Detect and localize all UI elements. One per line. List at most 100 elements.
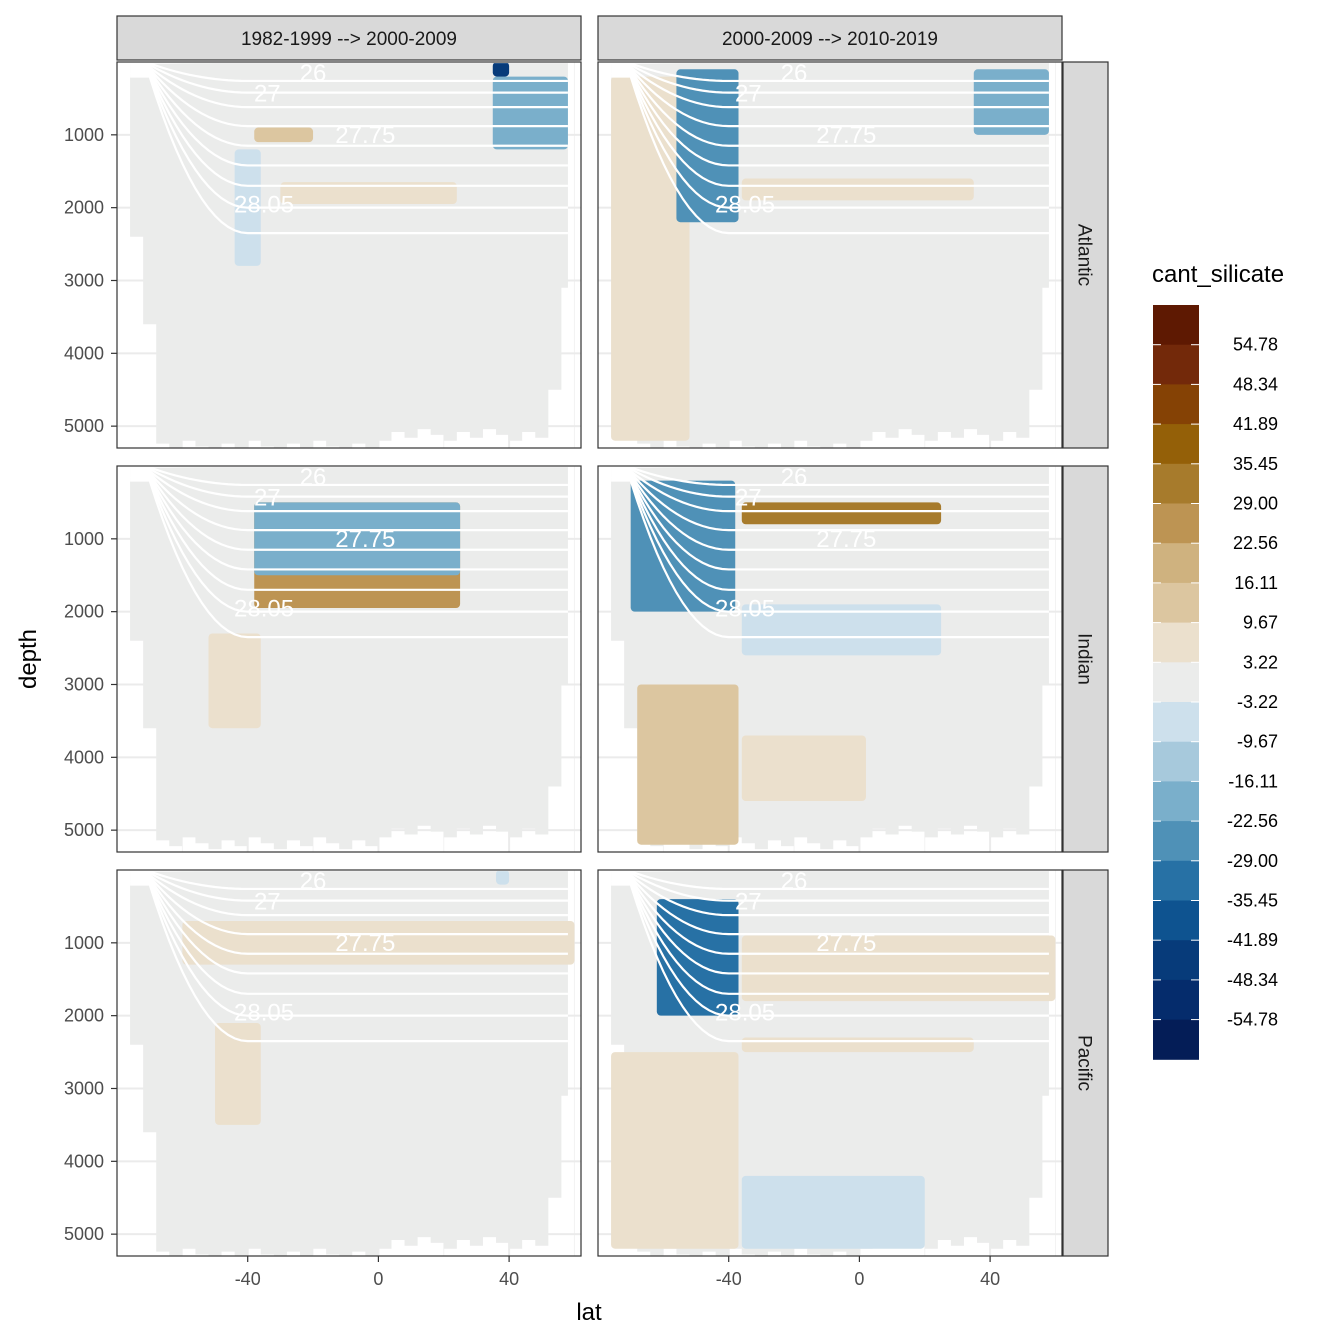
x-tick-label: -40 (235, 1269, 261, 1289)
isopycnal-line (130, 75, 568, 235)
isopycnal-line (130, 471, 568, 532)
legend-swatch-0 (1153, 305, 1199, 346)
legend-label: -3.22 (1237, 692, 1278, 712)
x-tick-label: 0 (373, 1269, 383, 1289)
contour-label-27-75: 27.75 (335, 526, 395, 553)
contour-label-26: 26 (300, 868, 327, 895)
isopycnal-line (611, 878, 1049, 975)
panel-border (116, 61, 582, 449)
contour-label-28-05: 28.05 (715, 596, 775, 623)
isopycnal-line (130, 475, 568, 591)
y-tick-label: 4000 (64, 343, 104, 363)
row-strip-pacific (1062, 869, 1109, 1257)
contour-label-27-75: 27.75 (816, 930, 876, 957)
isopycnal-line (611, 870, 1049, 891)
isopycnal-line (130, 70, 568, 167)
row-strip-label-pacific: Pacific (1074, 1035, 1095, 1091)
y-tick-label: 3000 (64, 1078, 104, 1098)
legend-swatch-14 (1153, 860, 1199, 901)
isopycnal-line (611, 62, 1049, 83)
isopycnal-line (130, 73, 568, 209)
panel-pacific-0: 26 27 27.75 28.05 (117, 868, 581, 1256)
anomaly-patch (741, 604, 942, 656)
anomaly-patch (741, 1037, 974, 1053)
row-strip-atlantic (1062, 61, 1109, 449)
legend-label: 54.78 (1233, 335, 1278, 355)
isopycnal-line (130, 68, 568, 147)
contour-label-26: 26 (781, 464, 808, 491)
y-tick-label: 2000 (64, 602, 104, 622)
isopycnal-line (130, 875, 568, 936)
y-tick-label: 1000 (64, 933, 104, 953)
isopycnal-line (611, 879, 1049, 995)
panel-pacific-1: 26 27 27.75 28.05 (598, 868, 1062, 1256)
isopycnal-line (611, 73, 1049, 209)
legend-label: 3.22 (1243, 652, 1278, 672)
x-tick-label: 40 (980, 1269, 1000, 1289)
isopycnal-line (130, 871, 568, 902)
x-tick-label: 0 (854, 1269, 864, 1289)
x-tick-label: 40 (499, 1269, 519, 1289)
isopycnal-line (130, 879, 568, 995)
anomaly-patch (492, 76, 568, 150)
legend-label: -54.78 (1227, 1010, 1278, 1030)
legend-label: 9.67 (1243, 613, 1278, 633)
row-strip-label-atlantic: Atlantic (1074, 224, 1095, 286)
isopycnal-line (611, 873, 1049, 917)
anomaly-patch (741, 178, 974, 201)
isopycnal-line (130, 474, 568, 571)
isopycnal-line (611, 475, 1049, 591)
anomaly-patch (254, 502, 461, 576)
isopycnal-line (611, 67, 1049, 128)
contour-label-28-05: 28.05 (715, 192, 775, 219)
isopycnal-line (130, 876, 568, 955)
x-tick-label: -40 (716, 1269, 742, 1289)
contour-label-27: 27 (735, 888, 762, 915)
isopycnal-line (130, 472, 568, 551)
legend: cant_silicate 54.78 48.34 41.89 35.45 29.00 2… (1152, 261, 1284, 1060)
isopycnal-line (611, 876, 1049, 955)
isopycnal-line (130, 67, 568, 128)
isopycnal-line (611, 871, 1049, 902)
legend-label: 22.56 (1233, 533, 1278, 553)
panel-border (597, 61, 1063, 449)
isopycnal-line (130, 467, 568, 498)
isopycnal-line (611, 466, 1049, 487)
contour-label-27-75: 27.75 (816, 122, 876, 149)
contour-label-27: 27 (254, 80, 281, 107)
isopycnal-line (611, 68, 1049, 147)
y-tick-label: 1000 (64, 529, 104, 549)
legend-swatch-12 (1153, 781, 1199, 822)
y-tick-label: 3000 (64, 674, 104, 694)
legend-swatch-3 (1153, 424, 1199, 465)
contour-label-26: 26 (781, 868, 808, 895)
isopycnal-line (611, 471, 1049, 532)
isopycnal-line (130, 883, 568, 1043)
contour-label-28-05: 28.05 (234, 596, 294, 623)
legend-swatch-13 (1153, 821, 1199, 862)
y-tick-label: 5000 (64, 820, 104, 840)
y-tick-label: 4000 (64, 1151, 104, 1171)
panel-indian-1: 26 27 27.75 28.05 (598, 464, 1062, 852)
y-tick-label: 5000 (64, 1224, 104, 1244)
isopycnal-line (130, 65, 568, 109)
legend-swatch-17 (1153, 979, 1199, 1021)
legend-label: -29.00 (1227, 851, 1278, 871)
legend-label: 35.45 (1233, 454, 1278, 474)
panel-border (597, 465, 1063, 853)
legend-swatch-15 (1153, 900, 1199, 941)
anomaly-patch (741, 735, 866, 802)
contour-label-27: 27 (735, 80, 762, 107)
isopycnal-line (611, 75, 1049, 235)
facet-strips: 1982-1999 --> 2000-2009 2000-2009 --> 201… (116, 15, 1109, 1257)
anomaly-patch (741, 1175, 925, 1249)
anomaly-patch (741, 935, 1056, 1002)
legend-swatch-8 (1153, 622, 1199, 663)
legend-label: -35.45 (1227, 891, 1278, 911)
col-strip-1 (597, 15, 1063, 61)
anomaly-patch (208, 633, 261, 729)
legend-swatch-4 (1153, 463, 1199, 504)
legend-swatch-11 (1153, 741, 1199, 782)
contour-label-27: 27 (254, 888, 281, 915)
